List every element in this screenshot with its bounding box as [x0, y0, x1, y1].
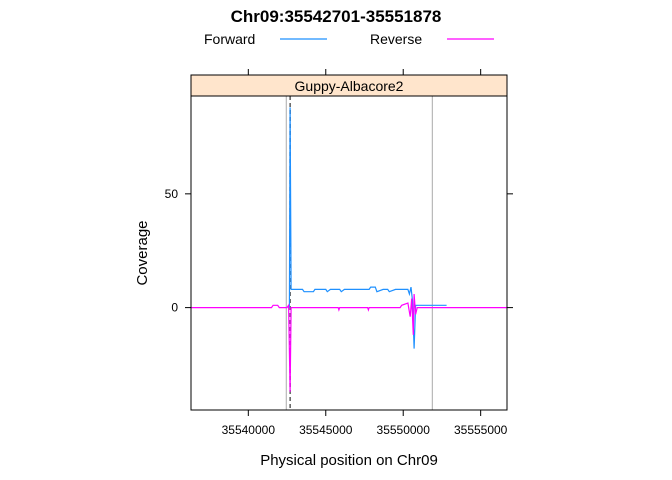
x-tick-label: 35555000 — [454, 423, 508, 437]
x-axis-label: Physical position on Chr09 — [260, 452, 438, 469]
x-tick-label: 35540000 — [222, 423, 276, 437]
chart-title: Chr09:35542701-35551878 — [231, 7, 442, 26]
panel-strip: Guppy-Albacore2 — [190, 74, 508, 97]
y-tick-label: 50 — [165, 187, 179, 201]
series-line-reverse — [191, 293, 507, 392]
plot-frame — [190, 95, 508, 411]
panel-strip-title: Guppy-Albacore2 — [295, 78, 404, 94]
y-axis-label: Coverage — [134, 220, 151, 285]
reference-lines — [285, 96, 433, 410]
legend-label-reverse: Reverse — [370, 31, 422, 47]
series-layer — [191, 107, 507, 392]
legend: Forward Reverse — [204, 31, 494, 47]
x-tick-label: 35545000 — [299, 423, 353, 437]
y-tick-label: 0 — [171, 301, 178, 315]
x-tick-label: 35550000 — [377, 423, 431, 437]
series-line-forward — [288, 107, 447, 349]
y-axis: 0 50 — [165, 187, 513, 315]
legend-label-forward: Forward — [204, 31, 255, 47]
x-axis: 35540000 35545000 35550000 35555000 — [222, 69, 508, 437]
